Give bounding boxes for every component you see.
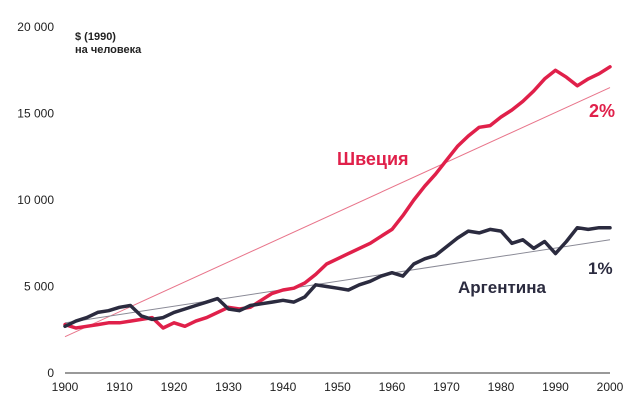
series-lines bbox=[63, 65, 612, 330]
x-tick-label: 2000 bbox=[597, 380, 624, 394]
x-tick-label: 1930 bbox=[215, 380, 242, 394]
x-tick-label: 1920 bbox=[161, 380, 188, 394]
x-tick-label: 1910 bbox=[106, 380, 133, 394]
unit-label-line1: $ (1990) bbox=[75, 31, 116, 43]
y-tick-label: 20 000 bbox=[17, 20, 54, 34]
series-label-sweden: Швеция bbox=[337, 149, 409, 169]
x-tick-labels: 1900 1910 1920 1930 1940 1950 1960 1970 1980 1990… bbox=[52, 380, 624, 394]
annotations: $ (1990) на человека Швеция Аргентина 2%… bbox=[75, 31, 615, 297]
y-tick-label: 10 000 bbox=[17, 193, 54, 207]
x-tick-label: 1900 bbox=[52, 380, 79, 394]
series-label-argentina: Аргентина bbox=[458, 278, 547, 297]
x-tick-label: 1960 bbox=[379, 380, 406, 394]
trend-label-argentina: 1% bbox=[588, 259, 613, 278]
trend-label-sweden: 2% bbox=[589, 101, 615, 121]
unit-label-line2: на человека bbox=[75, 44, 142, 56]
x-tick-label: 1970 bbox=[433, 380, 460, 394]
y-tick-label: 15 000 bbox=[17, 107, 54, 121]
trendline bbox=[64, 239, 611, 324]
x-tick-label: 1990 bbox=[542, 380, 569, 394]
x-tick-label: 1950 bbox=[324, 380, 351, 394]
x-tick-label: 1940 bbox=[270, 380, 297, 394]
trendlines bbox=[64, 87, 611, 338]
series-line bbox=[63, 65, 612, 330]
series-line bbox=[63, 225, 612, 329]
x-tick-label: 1980 bbox=[488, 380, 515, 394]
y-tick-label: 0 bbox=[47, 366, 54, 380]
trendline bbox=[64, 87, 611, 338]
y-tick-labels: 0 5 000 10 000 15 000 20 000 bbox=[17, 20, 54, 380]
y-tick-label: 5 000 bbox=[24, 280, 54, 294]
